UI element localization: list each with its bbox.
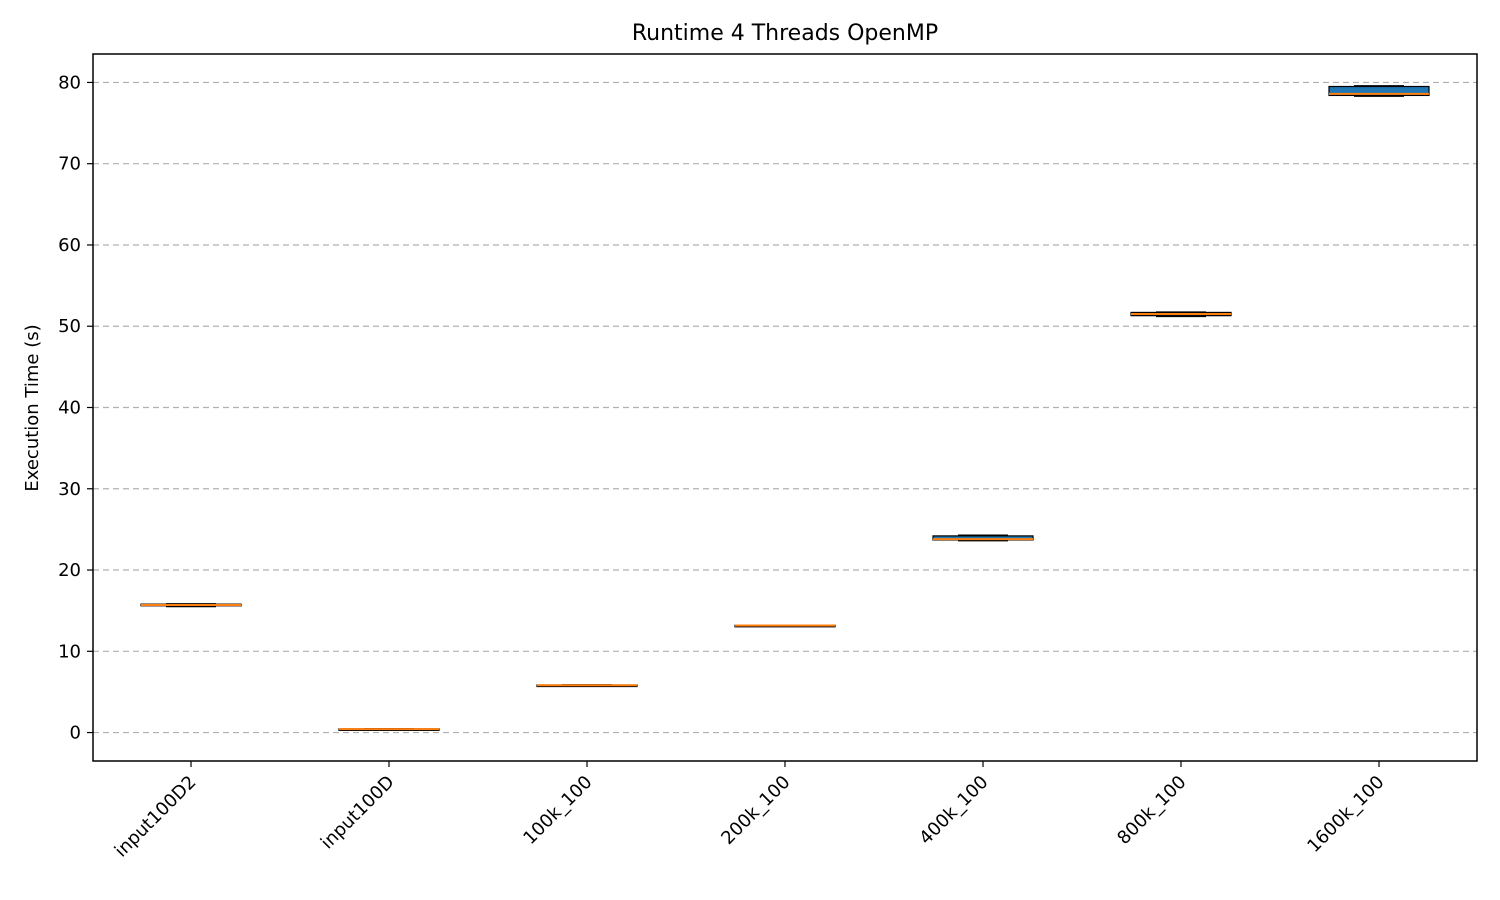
box-body xyxy=(1328,85,1430,97)
y-tick-label: 0 xyxy=(70,723,81,744)
y-tick-label: 20 xyxy=(58,560,81,581)
chart-title: Runtime 4 Threads OpenMP xyxy=(632,21,938,46)
plot-frame xyxy=(92,53,1478,762)
box-100k_100 xyxy=(536,684,638,688)
y-tick-label: 70 xyxy=(58,154,81,175)
box-800k_100 xyxy=(1130,311,1232,318)
grid-layer xyxy=(93,81,1477,734)
box-input100D xyxy=(338,728,440,732)
y-tick-label: 50 xyxy=(58,316,81,337)
box-input100D2 xyxy=(140,603,242,608)
y-axis-label: Execution Time (s) xyxy=(22,324,43,491)
y-tick-label: 10 xyxy=(58,641,81,662)
y-tick-label: 30 xyxy=(58,479,81,500)
box-1600k_100 xyxy=(1328,85,1430,97)
box-400k_100 xyxy=(932,534,1034,542)
y-tick-label: 60 xyxy=(58,235,81,256)
box-200k_100 xyxy=(734,624,836,628)
box-layer xyxy=(140,85,1430,732)
y-tick-label: 40 xyxy=(58,398,81,419)
y-tick-label: 80 xyxy=(58,72,81,93)
